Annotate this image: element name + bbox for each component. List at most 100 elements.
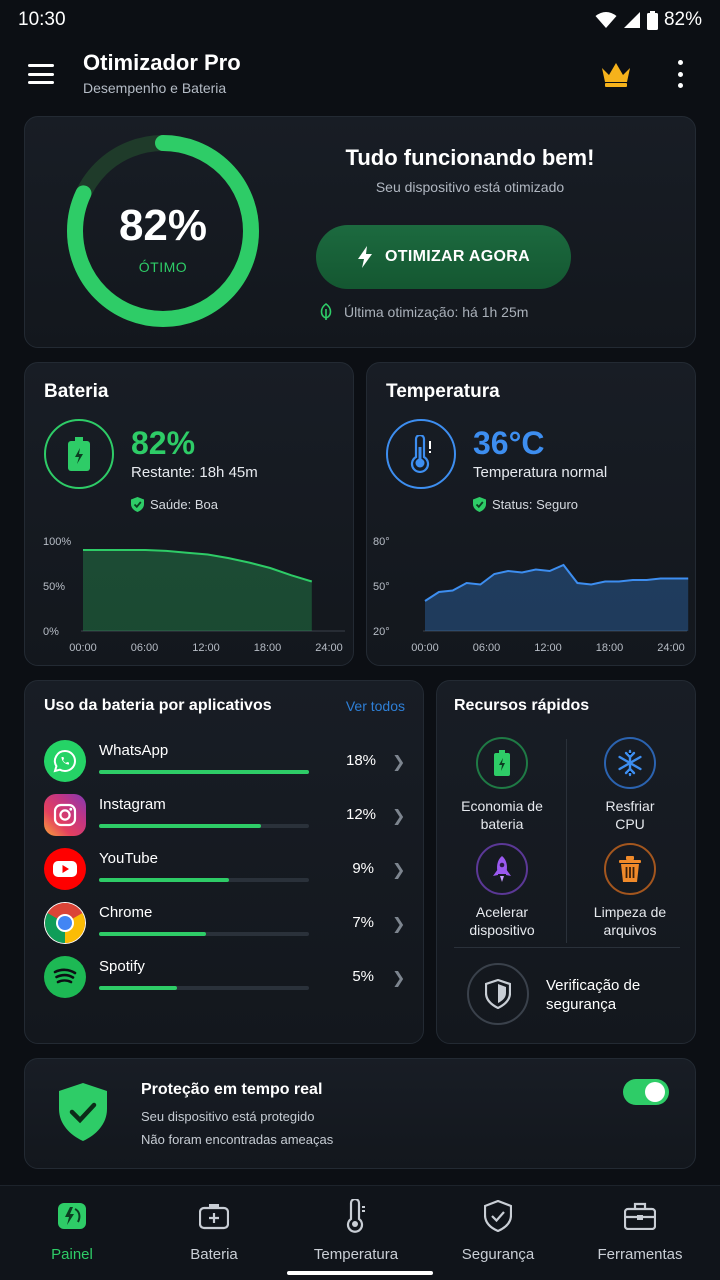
speed-up-circle — [476, 843, 528, 895]
speed-up-label-1: Acelerar — [475, 904, 529, 920]
app-name: YouTube — [99, 850, 158, 867]
spotify-icon — [44, 956, 86, 998]
battery-card[interactable]: Bateria 82% Restante: 18h 45m Saúde: Boa… — [24, 362, 354, 666]
battery-title: Bateria — [44, 381, 109, 402]
usage-bar-fill — [99, 824, 261, 828]
optimize-now-button[interactable]: OTIMIZAR AGORA — [316, 225, 571, 289]
shield-icon — [485, 979, 511, 1009]
protection-line-2: Não foram encontradas ameaças — [141, 1132, 334, 1147]
nav-tools[interactable]: Ferramentas — [580, 1198, 700, 1263]
toggle-knob — [645, 1082, 665, 1102]
app-name: WhatsApp — [99, 742, 169, 759]
divider — [454, 947, 680, 948]
battery-saver-icon — [494, 750, 510, 776]
last-optimization-text: Última otimização: há 1h 25m — [344, 304, 529, 320]
divider — [566, 739, 567, 943]
usage-bar — [99, 986, 309, 990]
nav-temperature[interactable]: Temperatura — [296, 1198, 416, 1263]
score-value: 82% — [118, 201, 208, 250]
nav-security[interactable]: Segurança — [438, 1198, 558, 1263]
instagram-icon — [44, 794, 86, 836]
x-tick-label: 24:00 — [315, 642, 343, 654]
y-tick-label: 50% — [43, 581, 65, 593]
temperature-ring — [386, 419, 456, 489]
thermometer-nav-icon — [346, 1199, 365, 1233]
clean-files-label-2: arquivos — [603, 922, 657, 938]
nav-battery[interactable]: Bateria — [154, 1198, 274, 1263]
security-check-label[interactable]: Verificação de segurança — [546, 976, 676, 1014]
security-check-label-2: segurança — [546, 996, 617, 1013]
crown-icon[interactable] — [600, 60, 632, 88]
usage-bar-fill — [99, 932, 207, 936]
app-usage-percent: 12% — [346, 806, 377, 823]
more-options-icon[interactable] — [672, 60, 688, 88]
temperature-card[interactable]: Temperatura 36°C Temperatura normal Stat… — [366, 362, 696, 666]
battery-saver-label-2: bateria — [480, 816, 524, 832]
last-optimization: Última otimização: há 1h 25m — [318, 303, 528, 321]
y-tick-label: 80° — [373, 536, 390, 548]
see-all-link[interactable]: Ver todos — [345, 698, 405, 714]
shield-check-icon — [473, 497, 486, 512]
series-area — [425, 565, 689, 631]
usage-bar — [99, 932, 309, 936]
temperature-status-text: Temperatura normal — [473, 464, 608, 481]
temperature-status-label: Status: Seguro — [492, 497, 578, 512]
security-check-label-1: Verificação de — [546, 977, 641, 994]
app-usage-row[interactable]: WhatsApp 18% ❯ — [44, 740, 410, 792]
app-name: Chrome — [99, 904, 153, 921]
temperature-chart: 80° 50° 20° 00:00 06:00 12:00 18:00 24:00 — [373, 536, 689, 654]
app-usage-percent: 5% — [352, 968, 374, 985]
quick-resources-card: Recursos rápidos Economia de bateria Res… — [436, 680, 696, 1044]
clean-files-circle — [604, 843, 656, 895]
status-bar: 10:30 82% — [0, 0, 720, 40]
speed-up-button[interactable]: Acelerar dispositivo — [443, 843, 561, 939]
cool-cpu-label-1: Resfriar — [605, 798, 655, 814]
nav-tools-label: Ferramentas — [597, 1246, 683, 1263]
optimization-card: 82% ÓTIMO Tudo funcionando bem! Seu disp… — [24, 116, 696, 348]
clean-files-button[interactable]: Limpeza de arquivos — [571, 843, 689, 939]
app-name: Spotify — [99, 958, 145, 975]
menu-icon[interactable] — [28, 64, 54, 84]
clean-files-label-1: Limpeza de — [593, 904, 667, 920]
speed-up-label-2: dispositivo — [469, 922, 535, 938]
app-usage-row[interactable]: YouTube 9% ❯ — [44, 848, 410, 900]
y-tick-label: 0% — [43, 626, 59, 638]
battery-saver-circle — [476, 737, 528, 789]
app-usage-row[interactable]: Spotify 5% ❯ — [44, 956, 410, 1008]
security-check-button[interactable] — [467, 963, 529, 1025]
home-indicator — [287, 1271, 433, 1275]
app-bar: Otimizador Pro Desempenho e Bateria — [0, 40, 720, 110]
app-usage-percent: 18% — [346, 752, 377, 769]
app-name: Instagram — [99, 796, 166, 813]
usage-bar-fill — [99, 986, 177, 990]
chevron-right-icon: ❯ — [392, 916, 406, 933]
toolbox-icon — [624, 1202, 656, 1230]
app-usage-percent: 9% — [352, 860, 374, 877]
whatsapp-icon — [44, 740, 86, 782]
status-time: 10:30 — [18, 9, 66, 30]
cool-cpu-button[interactable]: Resfriar CPU — [571, 737, 689, 833]
shield-nav-icon — [484, 1200, 512, 1232]
battery-nav-icon — [199, 1204, 229, 1230]
status-title: Tudo funcionando bem! — [345, 145, 595, 170]
protection-toggle[interactable] — [623, 1079, 669, 1105]
bottom-navigation: Painel Bateria Temperatura Segurança Fer… — [0, 1185, 720, 1280]
status-battery: 82% — [663, 9, 702, 30]
nav-temperature-label: Temperatura — [313, 1246, 399, 1263]
shield-check-icon — [59, 1083, 107, 1141]
nav-dashboard[interactable]: Painel — [12, 1198, 132, 1263]
protection-title: Proteção em tempo real — [141, 1081, 323, 1098]
app-usage-row[interactable]: Chrome 7% ❯ — [44, 902, 410, 954]
dashboard-icon — [58, 1203, 86, 1229]
signal-icon — [623, 12, 640, 28]
usage-bar-fill — [99, 878, 230, 882]
cool-cpu-circle — [604, 737, 656, 789]
battery-icon — [68, 437, 90, 471]
battery-saver-button[interactable]: Economia de bateria — [443, 737, 561, 833]
app-subtitle: Desempenho e Bateria — [83, 80, 227, 96]
app-usage-row[interactable]: Instagram 12% ❯ — [44, 794, 410, 846]
chevron-right-icon: ❯ — [392, 970, 406, 987]
battery-health: Saúde: Boa — [131, 497, 218, 512]
thermometer-icon — [410, 435, 431, 473]
y-tick-label: 100% — [43, 536, 71, 548]
